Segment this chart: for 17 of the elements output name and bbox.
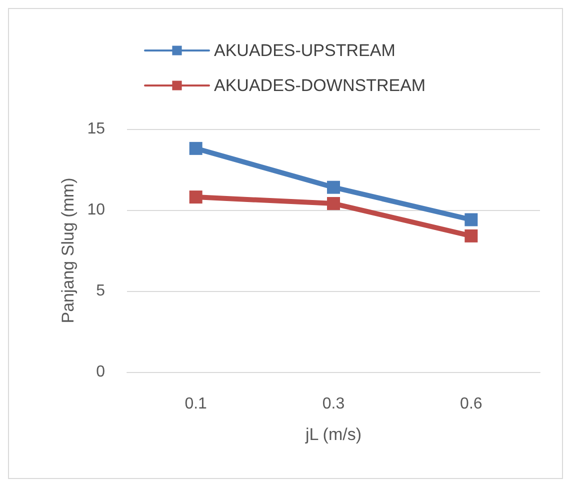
y-tick-label: 0	[96, 364, 106, 380]
legend-label: AKUADES-UPSTREAM	[214, 41, 396, 60]
point	[189, 142, 202, 155]
x-tick-label: 0.3	[322, 396, 345, 412]
y-tick-label: 10	[87, 202, 106, 218]
y-tick-label: 5	[96, 282, 106, 300]
point	[189, 190, 202, 204]
point	[464, 229, 478, 242]
point	[327, 180, 340, 194]
x-tick-label: 0.6	[460, 396, 482, 412]
point	[464, 213, 478, 226]
y-tick-label: 15	[87, 120, 106, 138]
point	[327, 197, 340, 210]
y-axis-title: Panjang Slug (mm)	[58, 178, 78, 324]
legend-label: AKUADES-DOWNSTREAM	[214, 76, 426, 95]
x-axis-title: jL (m/s)	[304, 425, 362, 444]
x-tick-label: 0.1	[184, 396, 208, 412]
